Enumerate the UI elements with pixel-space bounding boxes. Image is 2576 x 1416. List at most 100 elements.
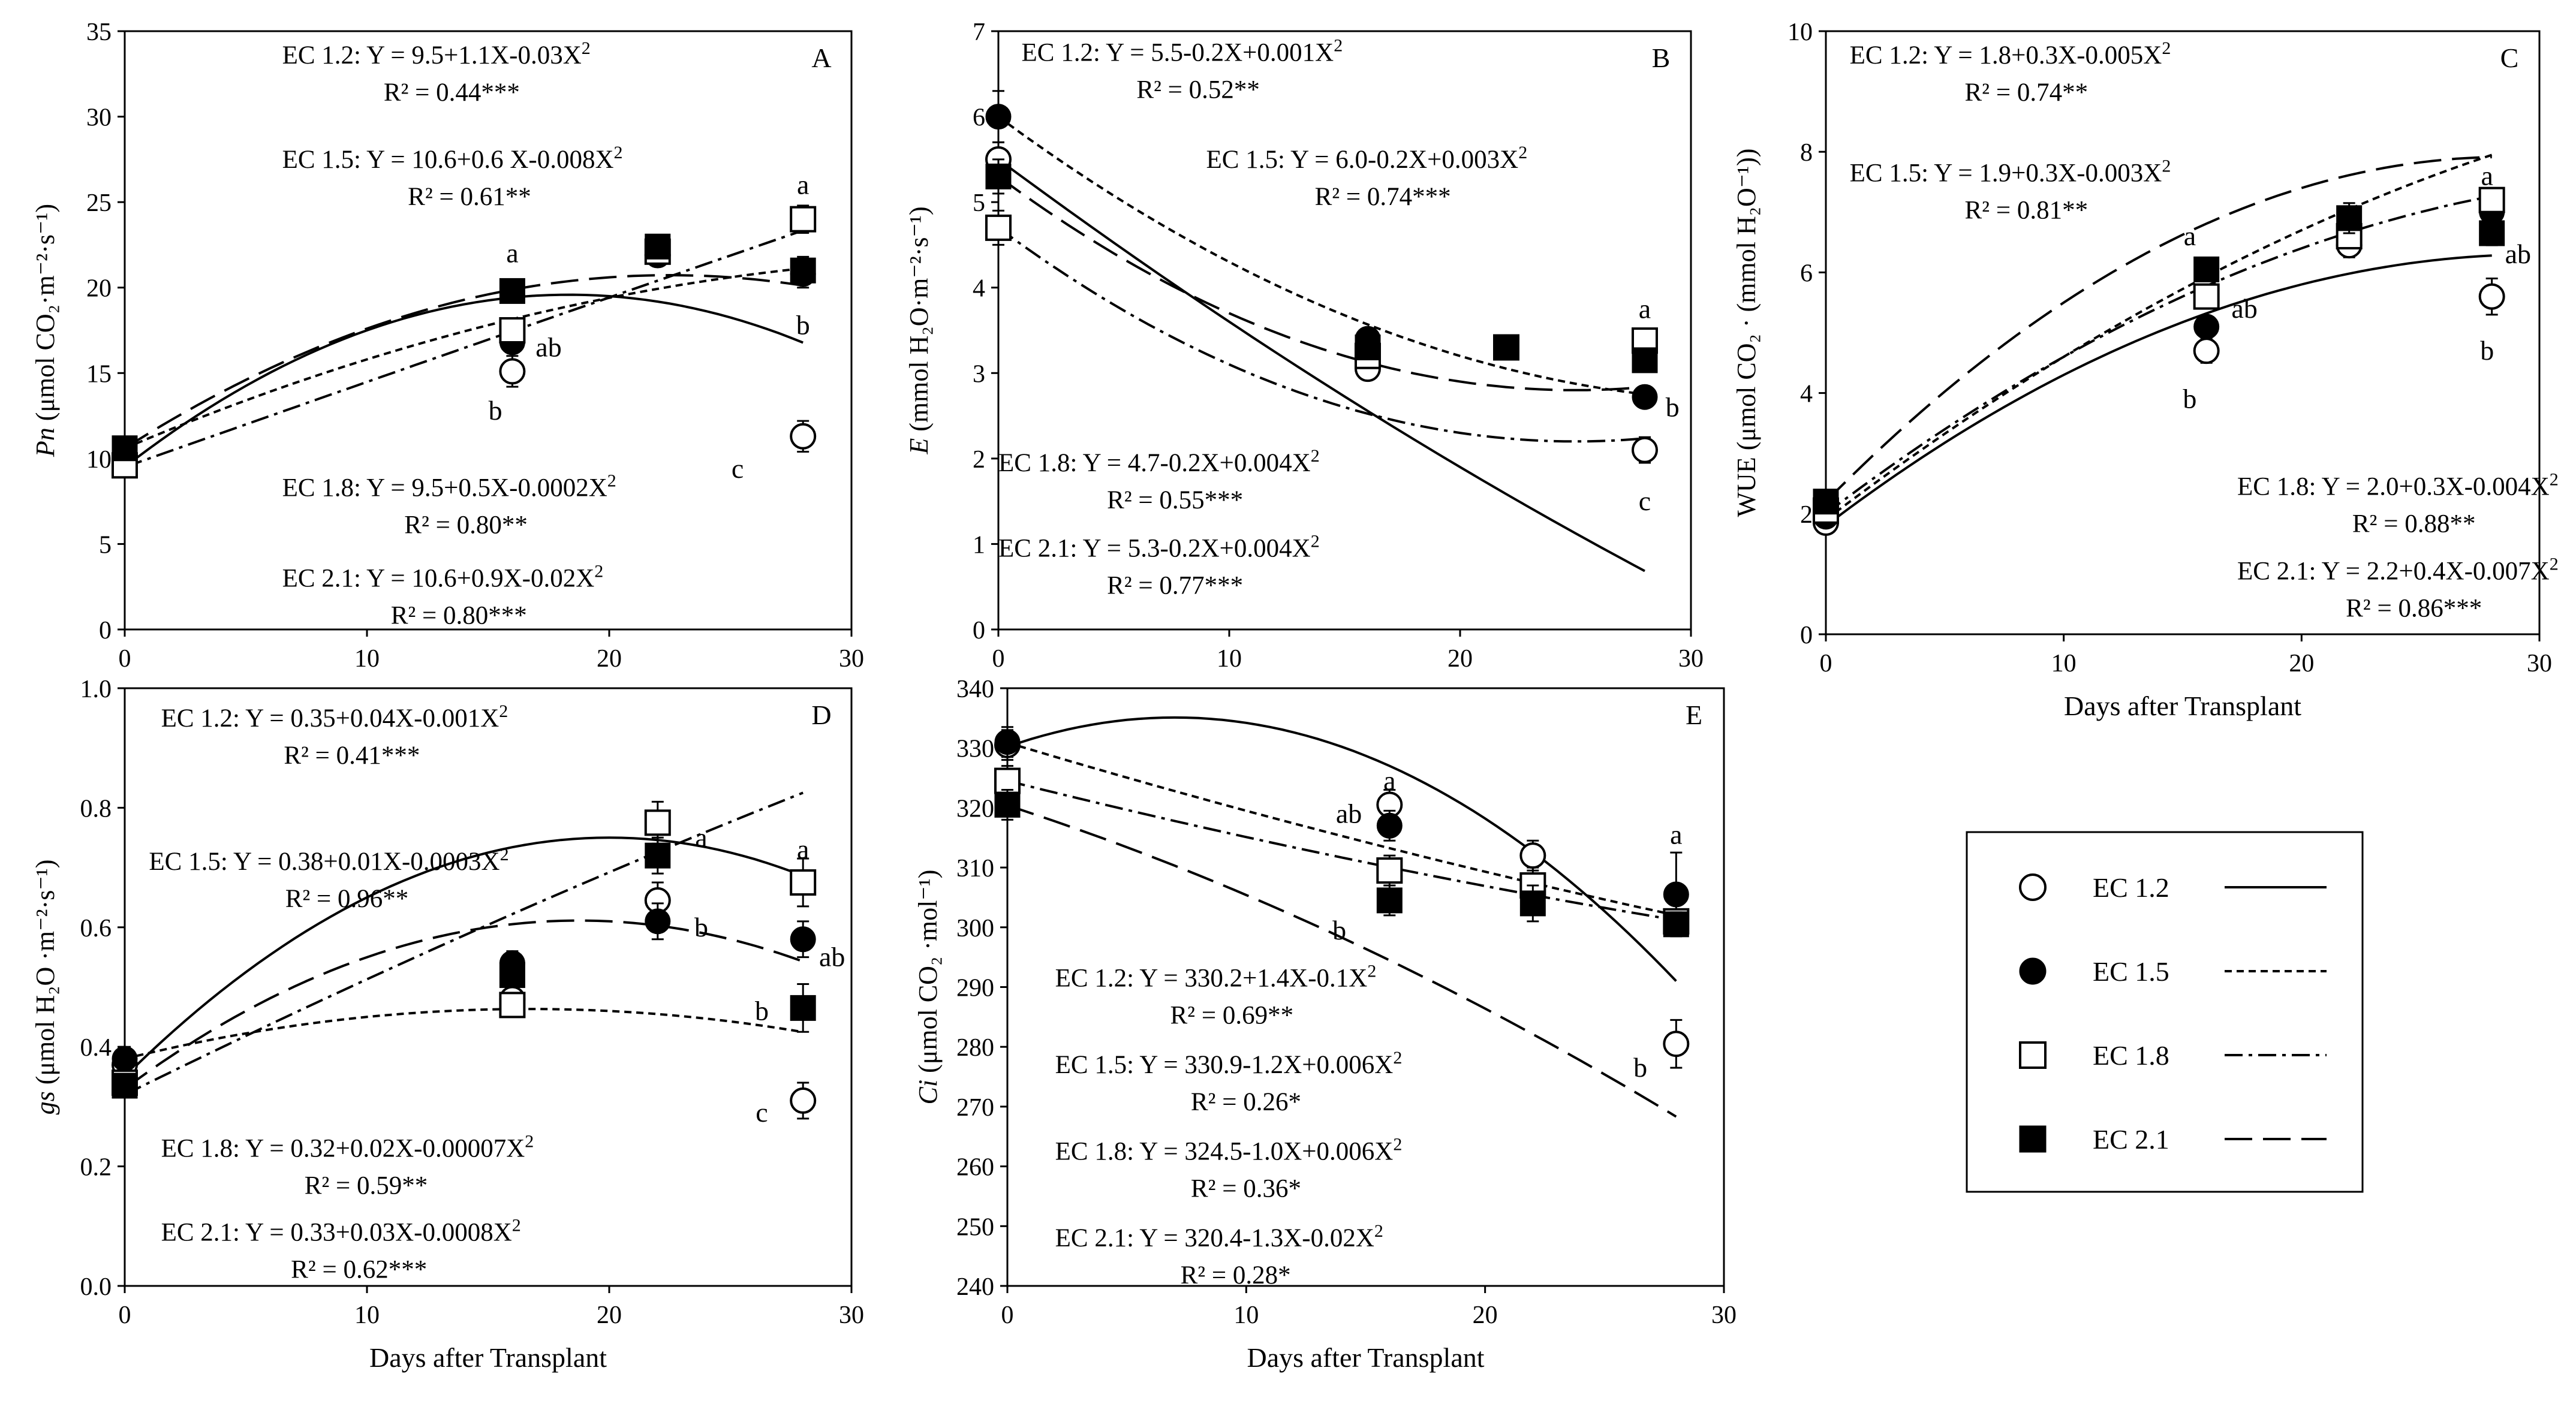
legend-label: EC 1.8: [2093, 1040, 2169, 1071]
x-tick-label: 20: [597, 645, 622, 673]
regression-r2: R² = 0.61**: [408, 183, 531, 211]
y-tick-label: 320: [956, 795, 994, 823]
regression-equation: EC 1.8: Y = 9.5+0.5X-0.0002X2: [282, 471, 616, 502]
y-tick-label: 0.2: [80, 1154, 112, 1182]
fit-line-ec-1.8: [998, 227, 1645, 443]
y-tick-label: 2: [973, 446, 985, 474]
regression-r2: R² = 0.88**: [2352, 510, 2476, 538]
marker-filled-circle: [2193, 314, 2220, 340]
panel-label: B: [1652, 43, 1671, 73]
equation-label: EC 1.8:: [1055, 1138, 1140, 1166]
y-tick-label: 4: [1800, 381, 1813, 408]
y-tick-label: 1: [973, 531, 985, 559]
y-axis-label-unit: (μmol CO₂·m⁻²·s⁻¹): [31, 204, 60, 427]
regression-equation: EC 1.2: Y = 0.35+0.04X-0.001X2: [161, 701, 508, 733]
marker-filled-circle: [985, 104, 1012, 130]
marker-open-square: [1376, 857, 1403, 884]
regression-equation: EC 1.2: Y = 5.5-0.2X+0.001X2: [1022, 36, 1343, 67]
x-tick-label: 30: [2527, 650, 2552, 677]
significance-letter: b: [1633, 1052, 1647, 1083]
panel-D: D 0.0 0.2 0.4 0.6 0.8 1.0 0 10 20 30 gs (μmol H₂O ·…: [31, 676, 864, 1373]
x-tick-label: 10: [2051, 650, 2077, 677]
legend: EC 1.2 EC 1.5 EC 1.8 EC 2.1: [1966, 831, 2364, 1193]
equation-label: EC 2.1:: [998, 535, 1083, 563]
marker-filled-circle: [994, 729, 1021, 755]
fit-line-ec-1.2: [125, 293, 804, 468]
x-tick-label: 30: [839, 645, 864, 673]
regression-r2: R² = 0.86***: [2346, 594, 2482, 622]
marker-filled-circle: [645, 908, 671, 935]
significance-letter: ab: [2505, 239, 2531, 269]
regression-r2: R² = 0.52**: [1136, 76, 1260, 104]
significance-letter: ab: [535, 332, 561, 363]
y-axis-label-unit: (μmol CO₂ ·mol⁻¹): [913, 870, 943, 1080]
marker-filled-circle: [112, 1046, 138, 1072]
significance-letter: b: [694, 912, 708, 942]
x-tick-label: 0: [119, 645, 131, 673]
y-tick-label: 340: [956, 676, 994, 703]
marker-filled-square: [1493, 335, 1519, 361]
x-tick-label: 30: [1678, 645, 1704, 673]
y-tick-label: 6: [973, 104, 985, 132]
legend-label: EC 1.5: [2093, 956, 2169, 987]
significance-letter: a: [1383, 766, 1395, 796]
y-tick-label: 8: [1800, 139, 1813, 167]
significance-letter: a: [1639, 293, 1651, 324]
equation-exponent: 2: [2162, 38, 2171, 58]
x-tick-label: 0: [992, 645, 1005, 673]
equation-text: Y = 1.9+0.3X-0.003X: [1934, 159, 2162, 187]
y-tick-label: 0.4: [80, 1034, 112, 1062]
significance-letter: a: [797, 170, 809, 200]
regression-equation: EC 1.8: Y = 2.0+0.3X-0.004X2: [2237, 470, 2559, 501]
marker-filled-square: [2479, 220, 2505, 246]
equation-exponent: 2: [500, 845, 509, 864]
significance-letter: b: [2183, 384, 2196, 414]
equation-exponent: 2: [1393, 1135, 1402, 1155]
significance-letter: ab: [1336, 798, 1362, 828]
regression-r2: R² = 0.77***: [1107, 572, 1243, 600]
marker-filled-circle: [1663, 881, 1689, 908]
panel-C: C 0 2 4 6 8 10 0 10 20 30 WUE (μmol CO₂ · (mmol H₂O…: [1732, 19, 2559, 721]
marker-filled-square: [645, 842, 671, 869]
y-tick-label: 7: [973, 19, 985, 46]
x-tick-label: 20: [2289, 650, 2314, 677]
marker-open-circle: [1663, 1031, 1690, 1058]
x-tick-label: 20: [597, 1301, 622, 1329]
significance-letter: b: [2480, 335, 2494, 366]
equation-label: EC 1.2:: [1055, 965, 1140, 993]
equation-label: EC 1.2:: [1850, 41, 1934, 70]
fit-line-ec-2.1: [1007, 804, 1677, 1118]
equation-exponent: 2: [1311, 532, 1320, 552]
regression-equation: EC 1.5: Y = 0.38+0.01X-0.0003X2: [149, 845, 508, 876]
regression-r2: R² = 0.41***: [284, 742, 420, 770]
y-axis-label: gs (μmol H₂O ·m⁻²·s⁻¹): [31, 860, 60, 1115]
marker-open-circle: [2019, 873, 2047, 901]
marker-open-square: [644, 809, 671, 836]
equation-label: EC 1.2:: [282, 41, 367, 70]
fit-line-ec-1.8: [1826, 195, 2493, 515]
y-tick-label: 0: [1800, 622, 1813, 649]
regression-equation: EC 1.5: Y = 330.9-1.2X+0.006X2: [1055, 1048, 1403, 1079]
fit-line-ec-1.2: [1826, 254, 2492, 527]
significance-letter: b: [1666, 391, 1680, 422]
fit-line-ec-1.2: [1007, 716, 1677, 982]
y-tick-label: 300: [956, 915, 994, 942]
equation-exponent: 2: [2550, 554, 2559, 574]
legend-label: EC 2.1: [2093, 1124, 2169, 1155]
fit-line-ec-1.8: [125, 791, 804, 1096]
significance-letter: ab: [819, 942, 845, 972]
regression-equation: EC 2.1: Y = 320.4-1.3X-0.02X2: [1055, 1221, 1383, 1252]
y-tick-label: 0.8: [80, 795, 112, 823]
equation-label: EC 2.1:: [2237, 557, 2322, 585]
plot-frame: [124, 687, 853, 1287]
marker-filled-square: [499, 962, 525, 989]
marker-filled-square: [112, 435, 138, 462]
y-tick-label: 20: [86, 275, 112, 303]
equation-exponent: 2: [2162, 156, 2171, 176]
regression-equation: EC 1.8: Y = 4.7-0.2X+0.004X2: [998, 446, 1320, 477]
equation-text: Y = 4.7-0.2X+0.004X: [1083, 449, 1311, 477]
y-tick-label: 10: [1787, 19, 1813, 46]
y-tick-label: 15: [86, 360, 112, 388]
significance-letter: b: [1332, 915, 1346, 945]
equation-exponent: 2: [1311, 446, 1320, 466]
